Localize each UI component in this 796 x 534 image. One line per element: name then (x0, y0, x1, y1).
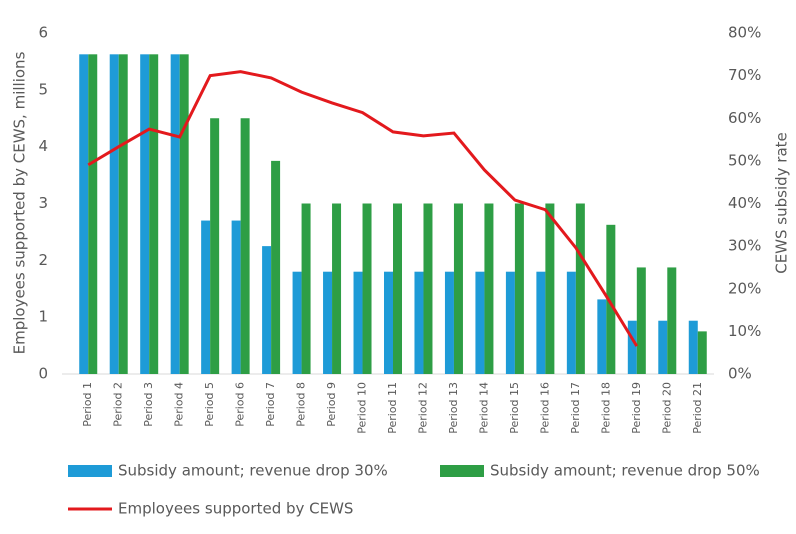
y2-tick-label: 50% (728, 151, 761, 169)
y-tick-label: 3 (38, 194, 48, 212)
y2-tick-label: 40% (728, 194, 761, 212)
y2-tick-label: 60% (728, 109, 761, 127)
x-tick-label: Period 13 (447, 382, 460, 434)
x-tick-label: Period 3 (142, 382, 155, 427)
x-tick-label: Period 9 (325, 382, 338, 427)
bar (697, 331, 707, 374)
bar (109, 54, 119, 374)
y2-tick-label: 70% (728, 66, 761, 84)
y-tick-label: 1 (38, 308, 48, 326)
bar (393, 203, 402, 374)
bar (484, 203, 494, 374)
y-tick-label: 4 (38, 137, 48, 155)
x-tick-label: Period 21 (691, 382, 704, 434)
bar (88, 54, 98, 374)
bar (210, 118, 220, 374)
bar (627, 320, 637, 374)
bar (536, 271, 546, 374)
bar (149, 54, 159, 374)
legend-label: Subsidy amount; revenue drop 50% (490, 462, 760, 480)
legend-label: Employees supported by CEWS (118, 500, 353, 518)
legend-label: Subsidy amount; revenue drop 30% (118, 462, 388, 480)
bar (423, 203, 433, 374)
bar (505, 271, 515, 374)
x-tick-label: Period 12 (416, 382, 429, 434)
bar (514, 203, 524, 374)
x-tick-label: Period 14 (477, 382, 490, 434)
y2-axis-label: CEWS subsidy rate (773, 132, 791, 274)
bar (118, 54, 128, 374)
bar (475, 271, 485, 374)
y2-tick-label: 0% (728, 365, 752, 383)
bar (444, 271, 454, 374)
y-tick-label: 2 (38, 251, 48, 269)
x-tick-label: Period 8 (295, 382, 308, 427)
bar (271, 160, 281, 374)
y2-tick-label: 10% (728, 322, 761, 340)
bar (201, 220, 211, 374)
x-tick-label: Period 11 (386, 382, 399, 434)
x-tick-label: Period 15 (508, 382, 521, 434)
x-tick-label: Period 19 (630, 382, 643, 434)
bar (323, 271, 333, 374)
y-tick-label: 6 (38, 24, 48, 42)
bar (170, 54, 180, 374)
bar (606, 224, 616, 374)
x-tick-label: Period 2 (112, 382, 125, 427)
y2-tick-label: 30% (728, 237, 761, 255)
bar (231, 220, 241, 374)
y2-tick-label: 20% (728, 279, 761, 297)
x-tick-label: Period 18 (599, 382, 612, 434)
bar (453, 203, 463, 374)
bar (240, 118, 250, 374)
bar (179, 54, 189, 374)
bar (79, 54, 89, 374)
y-axis-label: Employees supported by CEWS, millions (11, 51, 29, 354)
bar (353, 271, 363, 374)
line (87, 70, 639, 347)
bar (667, 267, 677, 374)
y-tick-label: 0 (38, 365, 48, 383)
bar (545, 203, 555, 374)
bar (262, 246, 272, 374)
x-tick-label: Period 20 (660, 382, 673, 434)
bar (384, 271, 393, 374)
y-tick-label: 5 (38, 80, 48, 98)
bar (566, 271, 576, 374)
bar (301, 203, 311, 374)
bar (658, 320, 668, 374)
bar (332, 203, 342, 374)
x-tick-label: Period 7 (264, 382, 277, 427)
x-tick-label: Period 17 (569, 382, 582, 434)
bar (636, 267, 646, 374)
bar (292, 271, 302, 374)
x-tick-label: Period 1 (81, 382, 94, 427)
bar (140, 54, 150, 374)
x-tick-label: Period 10 (356, 382, 369, 434)
legend-swatch (68, 465, 112, 477)
legend-swatch (440, 465, 484, 477)
x-tick-label: Period 5 (203, 382, 216, 427)
x-tick-label: Period 16 (538, 382, 551, 434)
bar (597, 299, 607, 374)
bar (688, 320, 698, 374)
y2-tick-label: 80% (728, 24, 761, 42)
bar (362, 203, 372, 374)
bar (575, 203, 585, 374)
x-tick-label: Period 4 (173, 382, 186, 427)
x-tick-label: Period 6 (234, 382, 247, 427)
bar (414, 271, 424, 374)
